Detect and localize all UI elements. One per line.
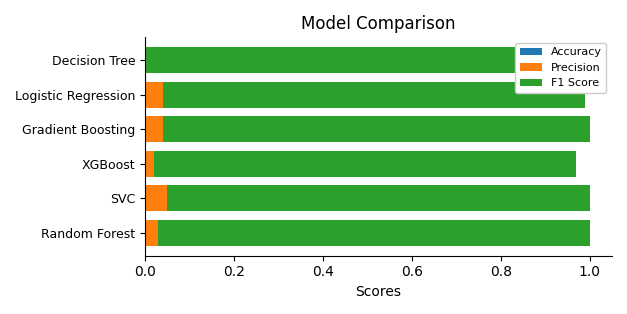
Bar	[145, 151, 154, 177]
Bar	[167, 185, 590, 211]
Bar	[163, 116, 590, 142]
Bar	[145, 220, 159, 246]
Bar	[145, 82, 163, 108]
Bar	[145, 47, 590, 73]
Legend: Accuracy, Precision, F1 Score: Accuracy, Precision, F1 Score	[515, 43, 606, 93]
Bar	[145, 185, 167, 211]
Bar	[145, 116, 163, 142]
Bar	[163, 82, 586, 108]
Title: Model Comparison: Model Comparison	[302, 15, 456, 33]
Bar	[154, 151, 576, 177]
X-axis label: Scores: Scores	[356, 285, 401, 299]
Bar	[159, 220, 590, 246]
